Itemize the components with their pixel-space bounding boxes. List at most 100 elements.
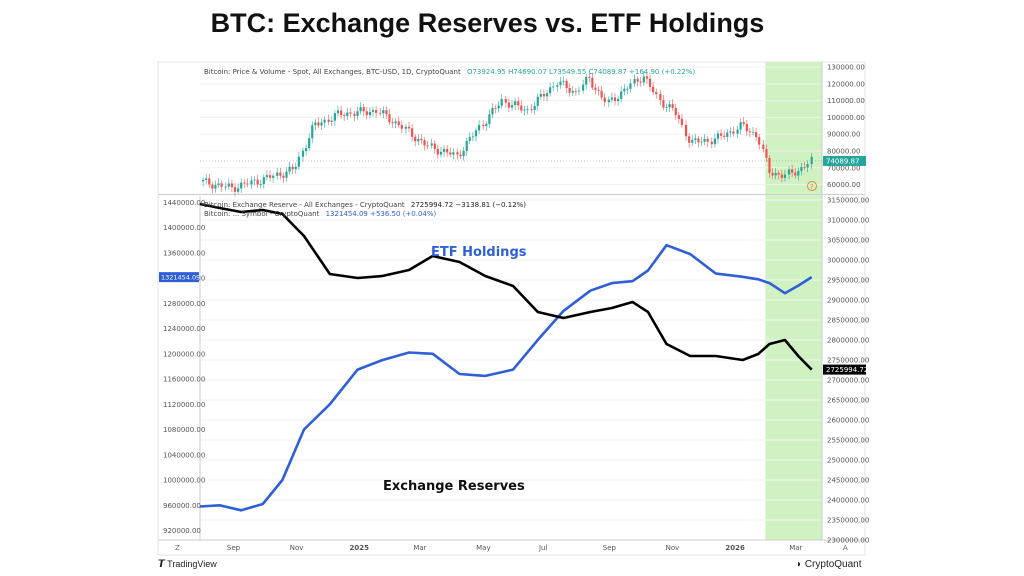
etf-axis-tick-label: 1200000.00 (163, 350, 205, 358)
price-candle (442, 148, 446, 152)
price-candle (304, 148, 308, 151)
price-candle (246, 183, 249, 185)
price-candle (748, 131, 752, 133)
price-candle (514, 101, 517, 105)
price-candle (719, 133, 723, 136)
reserve-axis-tick-label: 3050000.00 (827, 237, 869, 245)
price-candle (620, 91, 623, 99)
price-candle (362, 107, 365, 112)
price-candle (491, 108, 494, 115)
price-candle (754, 132, 758, 138)
price-candle (208, 178, 211, 185)
zoom-button[interactable] (172, 543, 184, 553)
price-candle (433, 143, 436, 149)
chart-frame (157, 61, 866, 556)
price-candle (214, 184, 217, 189)
price-candle (346, 112, 349, 116)
price-candle (636, 78, 639, 82)
price-candle (436, 148, 439, 155)
price-candle (349, 112, 352, 114)
price-candle (379, 112, 382, 114)
reserve-axis-tick-label: 2950000.00 (827, 277, 869, 285)
price-candle (285, 171, 288, 178)
price-candle (374, 110, 378, 113)
reserve-axis-tick-label: 2550000.00 (827, 437, 869, 445)
price-candle (762, 144, 765, 150)
etf-axis-tick-label: 1080000.00 (163, 426, 205, 434)
price-candle (272, 175, 275, 178)
reserve-axis-tick-label: 3100000.00 (827, 217, 869, 225)
price-candle (308, 138, 311, 149)
price-candle (224, 186, 227, 188)
price-candle (439, 151, 443, 155)
price-candle (205, 178, 208, 180)
auto-scale-button[interactable] (840, 543, 852, 553)
price-candle (652, 86, 655, 93)
price-candle (655, 92, 658, 95)
reserve-annotation: Exchange Reserves (383, 479, 525, 494)
x-axis-tick-label: 2026 (725, 544, 745, 552)
price-candle (423, 140, 426, 146)
price-legend: Bitcoin: Price & Volume - Spot, All Exch… (204, 68, 695, 76)
price-candle (343, 115, 346, 116)
price-candle (359, 107, 362, 112)
price-candle (488, 114, 491, 124)
price-candle (577, 90, 581, 92)
price-candle (594, 87, 597, 90)
price-candle (462, 150, 465, 157)
reserve-value-tag (823, 364, 866, 375)
price-candle (574, 90, 577, 92)
etf-axis-tick-label: 1160000.00 (163, 376, 205, 384)
price-candle (556, 85, 559, 87)
price-candle (510, 104, 514, 108)
x-axis-tick-label: Nov (290, 544, 304, 552)
price-candle (810, 156, 813, 165)
x-axis-tick-label: Sep (227, 544, 241, 552)
price-candle (279, 172, 282, 176)
price-candle (356, 111, 359, 116)
price-candle (677, 115, 680, 119)
price-candle (626, 88, 629, 90)
reserve-axis-tick-label: 2350000.00 (827, 517, 869, 525)
etf-axis-tick-label: 960000.00 (163, 502, 201, 510)
price-candle (291, 166, 294, 170)
price-candle (613, 97, 617, 102)
price-candle (571, 90, 574, 93)
price-candle (771, 172, 774, 176)
price-candle (371, 110, 375, 112)
price-candle (716, 133, 720, 139)
price-candle (671, 104, 674, 108)
price-candle (336, 110, 340, 114)
price-candle (783, 174, 787, 178)
reserve-legend-values: 2725994.72 −3138.81 (−0.12%) (410, 201, 527, 209)
price-candle (517, 101, 520, 106)
price-candle (365, 111, 368, 116)
price-candle (468, 137, 471, 141)
etf-axis-tick-label: 1000000.00 (163, 477, 205, 485)
tradingview-icon: 𝙏 (158, 559, 165, 570)
price-candle (294, 166, 297, 170)
etf-axis-tick-label: 1120000.00 (163, 401, 205, 409)
price-candle (262, 177, 265, 184)
price-axis-tick-label: 60000.00 (827, 181, 860, 189)
price-candle (320, 122, 323, 126)
tradingview-label: TradingView (167, 559, 217, 569)
price-candle (353, 113, 356, 116)
price-candle (526, 109, 529, 110)
price-candle (568, 87, 571, 93)
price-candle (797, 170, 800, 176)
x-axis-tick-label: Sep (603, 544, 617, 552)
price-candle (474, 130, 478, 137)
price-candle (800, 167, 803, 171)
price-axis-tick-label: 110000.00 (827, 97, 865, 105)
price-candle (301, 150, 305, 157)
price-candle (616, 98, 620, 102)
etf-annotation: ETF Holdings (431, 245, 527, 260)
etf-legend-values: 1321454.09 +536.50 (+0.04%) (325, 210, 437, 218)
price-candle (250, 180, 253, 185)
price-candle (751, 132, 755, 133)
price-candle (542, 93, 546, 97)
price-candle (243, 182, 246, 184)
price-candle (237, 188, 240, 192)
